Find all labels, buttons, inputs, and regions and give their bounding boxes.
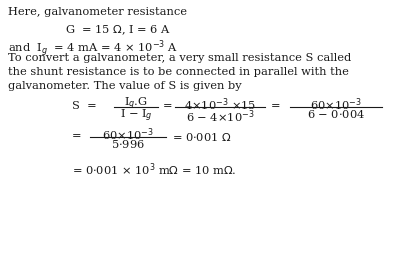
Text: 6 $-$ 4$\times$10$^{-3}$: 6 $-$ 4$\times$10$^{-3}$ [186,108,254,125]
Text: galvanometer. The value of S is given by: galvanometer. The value of S is given by [8,81,242,91]
Text: 5$\cdot$996: 5$\cdot$996 [111,138,145,150]
Text: = 0$\cdot$001 $\times$ 10$^3$ m$\Omega$ = 10 m$\Omega$.: = 0$\cdot$001 $\times$ 10$^3$ m$\Omega$ … [72,161,236,178]
Text: 60$\times$10$^{-3}$: 60$\times$10$^{-3}$ [102,126,154,143]
Text: Here, galvanometer resistance: Here, galvanometer resistance [8,7,187,17]
Text: =: = [163,101,172,111]
Text: S  =: S = [72,101,97,111]
Text: = 0$\cdot$001 $\Omega$: = 0$\cdot$001 $\Omega$ [172,131,232,143]
Text: I$_g$.G: I$_g$.G [124,96,148,112]
Text: I $-$ I$_g$: I $-$ I$_g$ [120,108,152,124]
Text: 4$\times$10$^{-3}$ $\times$15: 4$\times$10$^{-3}$ $\times$15 [184,96,256,113]
Text: =: = [72,131,82,141]
Text: and  I$_g$  = 4 mA = 4 $\times$ 10$^{-3}$ A: and I$_g$ = 4 mA = 4 $\times$ 10$^{-3}$ … [8,38,178,59]
Text: G  = 15 $\Omega$, I = 6 A: G = 15 $\Omega$, I = 6 A [65,23,171,37]
Text: 60$\times$10$^{-3}$: 60$\times$10$^{-3}$ [310,96,362,113]
Text: To convert a galvanometer, a very small resistance S called: To convert a galvanometer, a very small … [8,53,351,63]
Text: the shunt resistance is to be connected in parallel with the: the shunt resistance is to be connected … [8,67,349,77]
Text: 6 $-$ 0$\cdot$004: 6 $-$ 0$\cdot$004 [307,108,365,120]
Text: =: = [271,101,281,111]
